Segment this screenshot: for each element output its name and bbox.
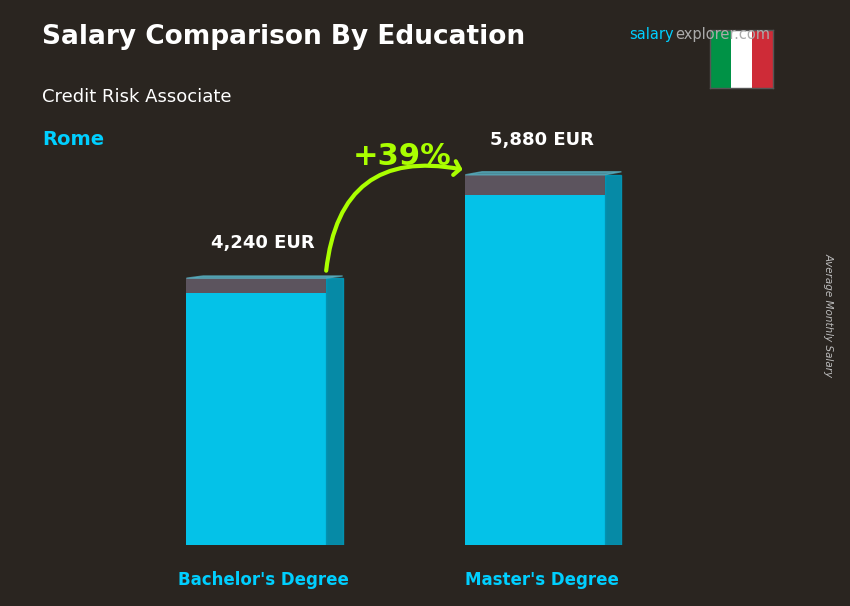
- Text: Average Monthly Salary: Average Monthly Salary: [824, 253, 834, 377]
- Text: Master's Degree: Master's Degree: [465, 571, 619, 590]
- Text: salary: salary: [629, 27, 673, 42]
- Polygon shape: [186, 276, 343, 278]
- Bar: [465, 175, 604, 195]
- Text: Salary Comparison By Education: Salary Comparison By Education: [42, 24, 525, 50]
- Bar: [731, 30, 752, 88]
- Text: +39%: +39%: [354, 142, 452, 171]
- Text: Rome: Rome: [42, 130, 105, 149]
- Text: Bachelor's Degree: Bachelor's Degree: [178, 571, 348, 590]
- FancyBboxPatch shape: [186, 278, 326, 545]
- Text: 4,240 EUR: 4,240 EUR: [212, 234, 315, 252]
- Text: 5,880 EUR: 5,880 EUR: [490, 131, 594, 149]
- Polygon shape: [465, 171, 621, 175]
- FancyBboxPatch shape: [465, 175, 604, 545]
- Polygon shape: [326, 278, 343, 545]
- Bar: [186, 278, 326, 293]
- Bar: [752, 30, 774, 88]
- Polygon shape: [604, 175, 621, 545]
- Text: explorer.com: explorer.com: [676, 27, 771, 42]
- Bar: [710, 30, 731, 88]
- Text: Credit Risk Associate: Credit Risk Associate: [42, 88, 232, 106]
